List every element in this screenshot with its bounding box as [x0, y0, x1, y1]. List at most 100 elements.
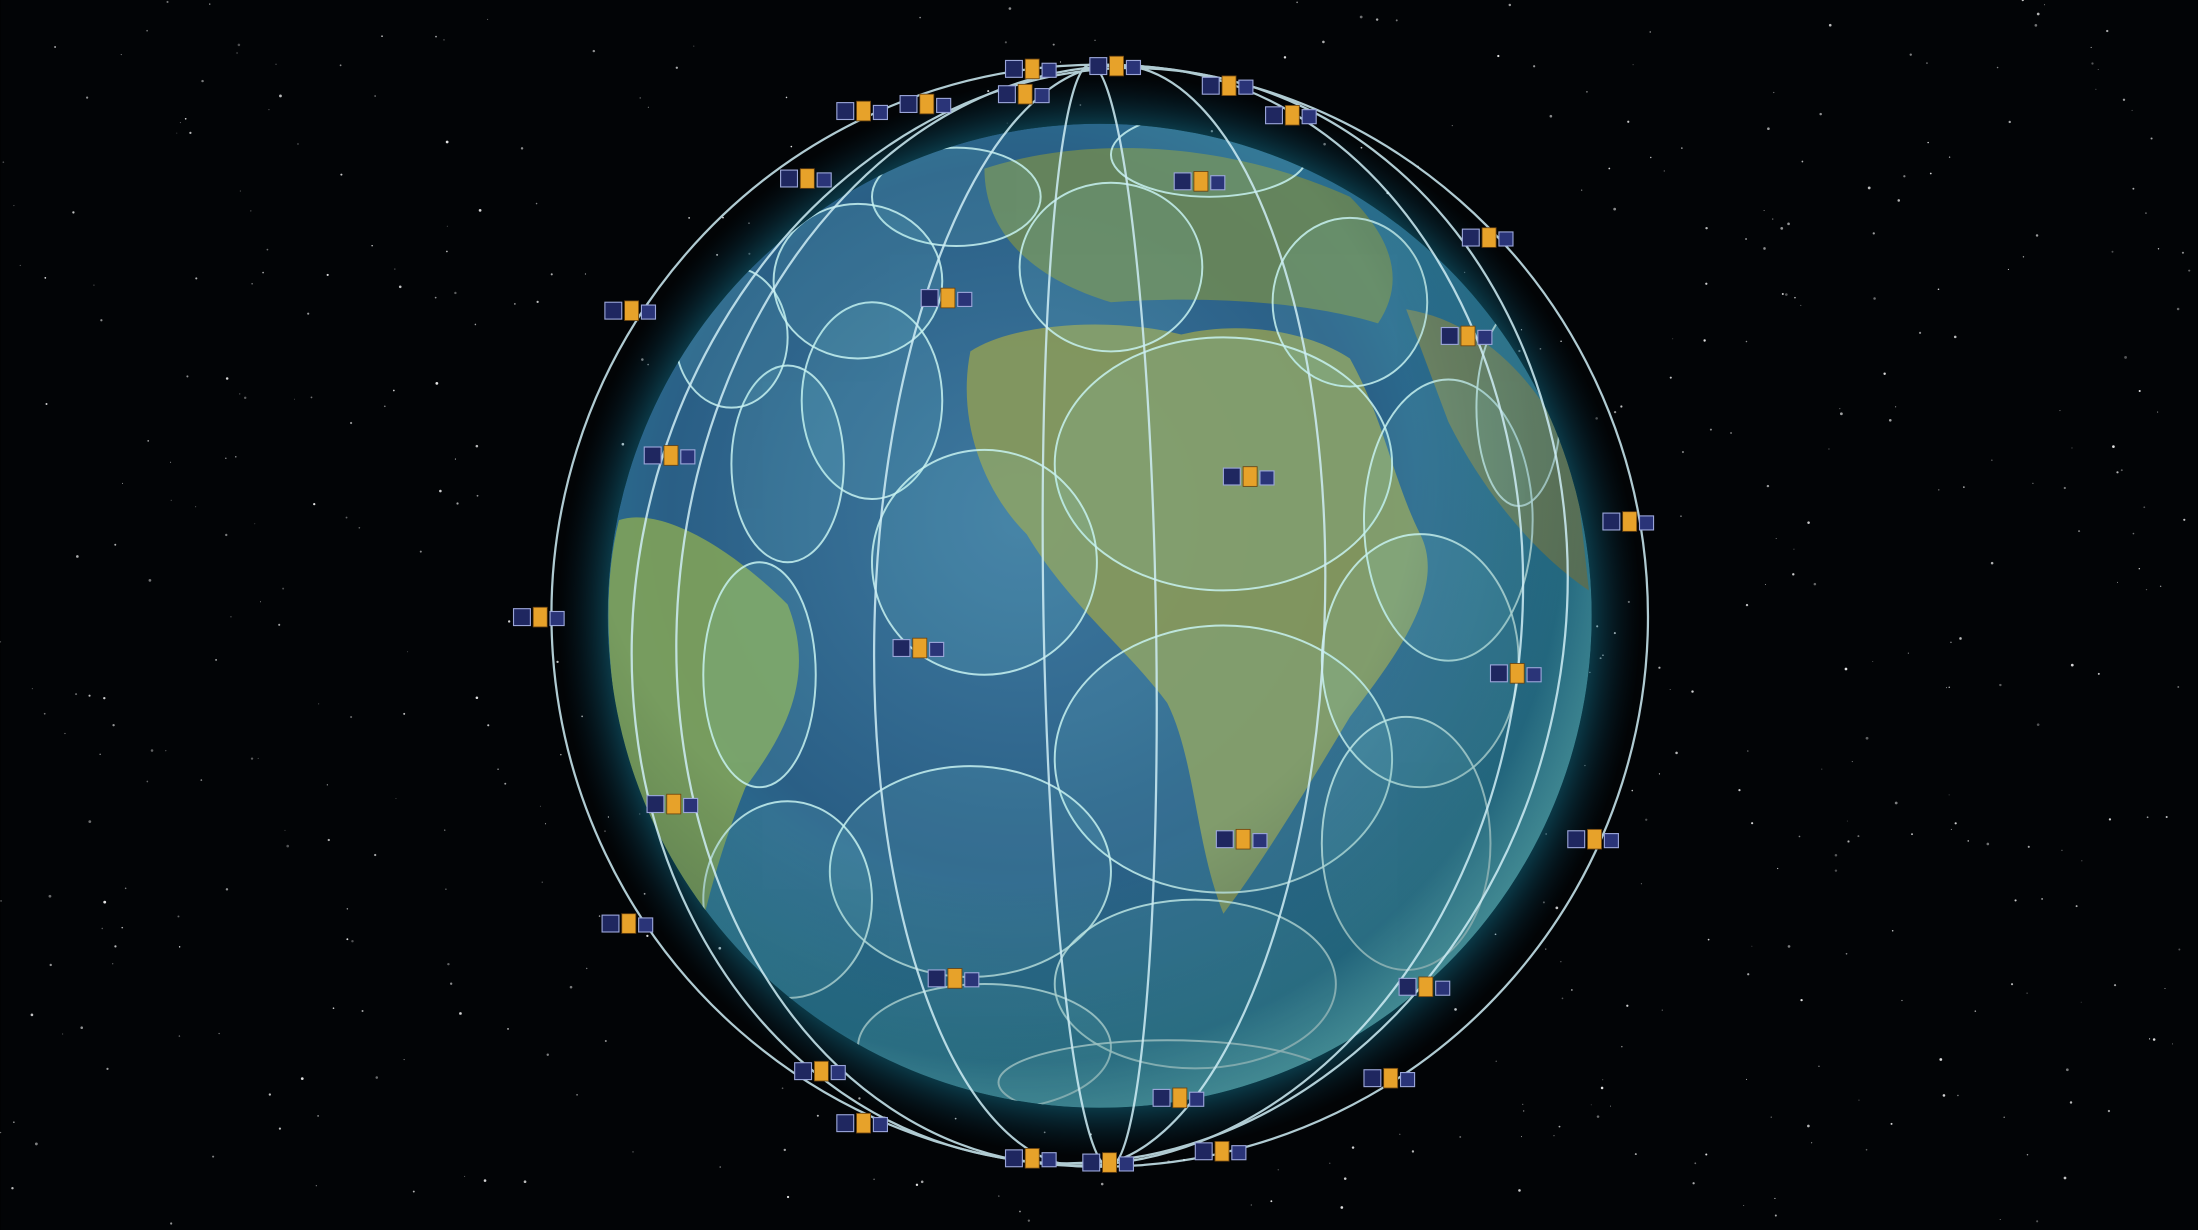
star — [1770, 1116, 1772, 1118]
star — [1329, 1162, 1331, 1164]
star — [786, 1195, 790, 1199]
star — [1521, 1136, 1523, 1138]
star — [1794, 296, 1796, 299]
star — [2063, 1176, 2067, 1180]
star — [1821, 768, 1823, 770]
star — [1901, 999, 1903, 1002]
star — [1990, 561, 1994, 565]
star — [1888, 418, 1892, 422]
star — [251, 282, 253, 285]
star — [915, 1183, 919, 1187]
satellite-body — [1102, 1152, 1117, 1173]
star — [2171, 1043, 2173, 1045]
star — [375, 1076, 379, 1079]
star — [99, 753, 101, 755]
star — [13, 1121, 15, 1123]
star — [1800, 998, 1803, 1002]
star — [1857, 835, 1860, 838]
star — [146, 29, 148, 32]
star — [688, 216, 691, 219]
star — [2044, 4, 2046, 6]
star — [2010, 983, 2014, 986]
star — [1986, 842, 1990, 846]
star — [2063, 486, 2066, 490]
star — [1277, 1169, 1280, 1171]
star — [487, 18, 489, 20]
star — [1801, 160, 1804, 163]
star — [1522, 1103, 1524, 1105]
star — [297, 143, 299, 145]
star — [179, 122, 181, 124]
star — [1691, 690, 1694, 693]
star — [2021, 0, 2024, 2]
star — [1459, 1136, 1462, 1138]
star — [1558, 1125, 1561, 1128]
star — [225, 888, 229, 891]
star — [1865, 736, 1869, 740]
star — [1918, 331, 1922, 334]
star — [1027, 1219, 1031, 1222]
star — [2041, 898, 2044, 900]
star — [1270, 1200, 1273, 1203]
star — [170, 1222, 173, 1225]
star — [2097, 672, 2100, 675]
star — [186, 375, 189, 378]
solar-panel — [964, 972, 980, 988]
satellite-body — [624, 300, 640, 321]
star — [1927, 141, 1929, 144]
star — [443, 39, 445, 41]
star — [286, 844, 290, 848]
star — [1974, 1010, 1977, 1012]
star — [1851, 761, 1853, 763]
solar-panel — [1041, 62, 1057, 78]
solar-panel — [643, 446, 662, 465]
star — [2113, 984, 2117, 987]
satellite — [1567, 828, 1619, 850]
star — [237, 43, 241, 47]
star — [1746, 1078, 1748, 1080]
star — [238, 393, 241, 395]
star — [447, 962, 450, 966]
star — [1751, 822, 1754, 825]
star — [2032, 482, 2034, 484]
star — [2034, 23, 2038, 27]
star — [2026, 992, 2028, 994]
star — [449, 982, 453, 985]
solar-panel — [816, 172, 832, 188]
solar-panel — [1477, 329, 1493, 345]
star — [1692, 1182, 1695, 1185]
star — [693, 45, 695, 47]
star — [1553, 1134, 1555, 1137]
satellite — [1222, 466, 1275, 487]
star — [282, 587, 285, 590]
star — [318, 703, 320, 705]
solar-panel — [1440, 326, 1459, 345]
solar-panel — [1201, 76, 1220, 95]
star — [371, 245, 373, 247]
star — [2003, 1116, 2005, 1119]
star — [212, 1155, 215, 1158]
star — [1957, 1094, 1959, 1097]
star — [225, 533, 228, 537]
star — [1359, 15, 1363, 19]
satellite — [1173, 171, 1226, 192]
star — [278, 623, 281, 626]
satellite — [1089, 55, 1142, 77]
star — [1763, 210, 1765, 212]
solar-panel — [1301, 109, 1317, 125]
star — [2095, 88, 2097, 90]
star — [475, 444, 479, 448]
star — [1865, 1148, 1868, 1151]
star — [1669, 689, 1671, 690]
star — [114, 945, 117, 948]
solar-panel — [927, 969, 946, 988]
star — [1787, 945, 1791, 948]
star — [2138, 568, 2141, 570]
star — [1640, 883, 1643, 885]
star — [146, 780, 149, 783]
solar-panel — [1034, 87, 1050, 104]
satellite-body — [856, 1112, 871, 1134]
star — [1730, 431, 1733, 435]
star — [1798, 835, 1801, 838]
